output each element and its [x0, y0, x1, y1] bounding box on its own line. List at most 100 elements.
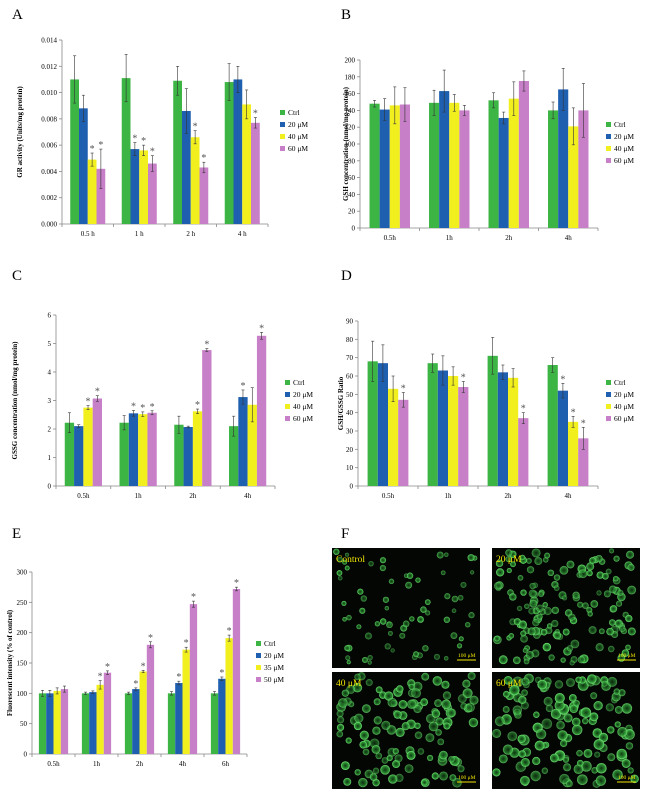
- cell: [605, 568, 612, 575]
- cell: [381, 720, 391, 730]
- legend-label: 40 μM: [614, 402, 634, 411]
- cell: [614, 706, 623, 714]
- y-tick-label: 0.004: [41, 168, 57, 176]
- significance-star: *: [150, 402, 155, 413]
- cell: [435, 717, 444, 726]
- cell: [409, 616, 415, 622]
- bar: [232, 588, 241, 754]
- cell: [522, 647, 528, 653]
- cell: [534, 557, 543, 566]
- x-tick-label: 0.5h: [77, 492, 90, 500]
- bar: [218, 678, 226, 754]
- cell: [505, 556, 512, 563]
- significance-star: *: [461, 373, 466, 384]
- bar: [238, 397, 248, 486]
- cell: [373, 716, 382, 725]
- cell: [518, 620, 528, 629]
- cell: [573, 764, 584, 775]
- cell: [356, 624, 362, 630]
- cell: [359, 607, 366, 614]
- cell: [532, 756, 541, 766]
- cell: [365, 679, 373, 687]
- cell: [541, 767, 549, 774]
- significance-star: *: [191, 592, 196, 603]
- bar: [557, 390, 568, 486]
- legend-label: 50 μM: [264, 675, 284, 684]
- cell: [542, 602, 548, 608]
- cell: [613, 575, 619, 582]
- cell: [551, 619, 559, 628]
- bar: [437, 370, 448, 486]
- cell: [529, 582, 536, 590]
- bar: [138, 414, 148, 486]
- chart-gsh-concentration: 0 20 40 60 80 100 120 140 160 180 200 GSH concentra…: [342, 57, 634, 243]
- bar: [96, 168, 106, 224]
- cell: [443, 616, 451, 623]
- bar: [367, 361, 378, 486]
- cell: [340, 761, 350, 770]
- cell: [627, 767, 634, 774]
- y-tick-label: 0.006: [41, 142, 57, 150]
- cell: [369, 773, 378, 781]
- bar: [427, 363, 438, 486]
- cell: [559, 565, 569, 575]
- significance-star: *: [253, 109, 258, 120]
- cell: [542, 642, 552, 652]
- cell: [543, 696, 553, 706]
- micrograph-panel: Control 100 μM 20 μM 100 μM 40 μM 100 μM…: [332, 548, 640, 789]
- cell: [375, 752, 383, 760]
- micrograph-label: 40 μM: [336, 679, 362, 689]
- cell: [598, 628, 605, 635]
- bar: [498, 117, 509, 228]
- cell: [432, 676, 443, 686]
- cell: [586, 570, 593, 577]
- cell: [607, 726, 615, 734]
- bar: [78, 108, 88, 224]
- cell: [337, 556, 343, 563]
- cell: [384, 605, 390, 611]
- bar: [92, 398, 102, 486]
- cell: [362, 748, 370, 756]
- cell: [406, 572, 414, 579]
- cell: [595, 775, 607, 786]
- cell: [565, 780, 573, 788]
- cell: [435, 729, 442, 736]
- cell: [589, 557, 596, 564]
- cell: [553, 631, 562, 640]
- cell: [607, 676, 618, 687]
- cell: [566, 678, 575, 687]
- cell: [333, 548, 340, 555]
- legend-swatch: [256, 641, 261, 646]
- y-tick-label: 0.012: [41, 63, 57, 71]
- cell: [415, 577, 421, 583]
- bar: [518, 81, 529, 228]
- cell: [440, 570, 446, 576]
- bar: [202, 350, 212, 486]
- cell: [590, 600, 599, 608]
- y-tick-label: 0.014: [41, 37, 57, 45]
- cell: [381, 757, 389, 764]
- y-tick-label: 20: [346, 446, 354, 454]
- legend-label: 60 μM: [288, 144, 308, 153]
- cell: [627, 563, 635, 571]
- cell: [524, 603, 530, 609]
- legend-label: 20 μM: [264, 651, 284, 660]
- cell: [528, 607, 536, 615]
- cell: [556, 720, 565, 730]
- x-tick-label: 2h: [189, 492, 197, 500]
- y-tick-label: 80: [346, 336, 354, 344]
- bar: [96, 684, 104, 754]
- cell: [521, 677, 530, 686]
- micrograph-label: Control: [336, 555, 365, 565]
- cell: [444, 552, 449, 557]
- scale-bar-label: 100 μM: [618, 653, 636, 659]
- bar: [89, 692, 97, 754]
- cell: [405, 581, 413, 589]
- cell: [338, 698, 348, 708]
- cell: [506, 568, 512, 574]
- bar: [103, 672, 112, 754]
- x-tick-label: 1h: [93, 760, 101, 768]
- cell: [398, 699, 408, 709]
- cell: [582, 717, 589, 725]
- cell: [346, 614, 352, 621]
